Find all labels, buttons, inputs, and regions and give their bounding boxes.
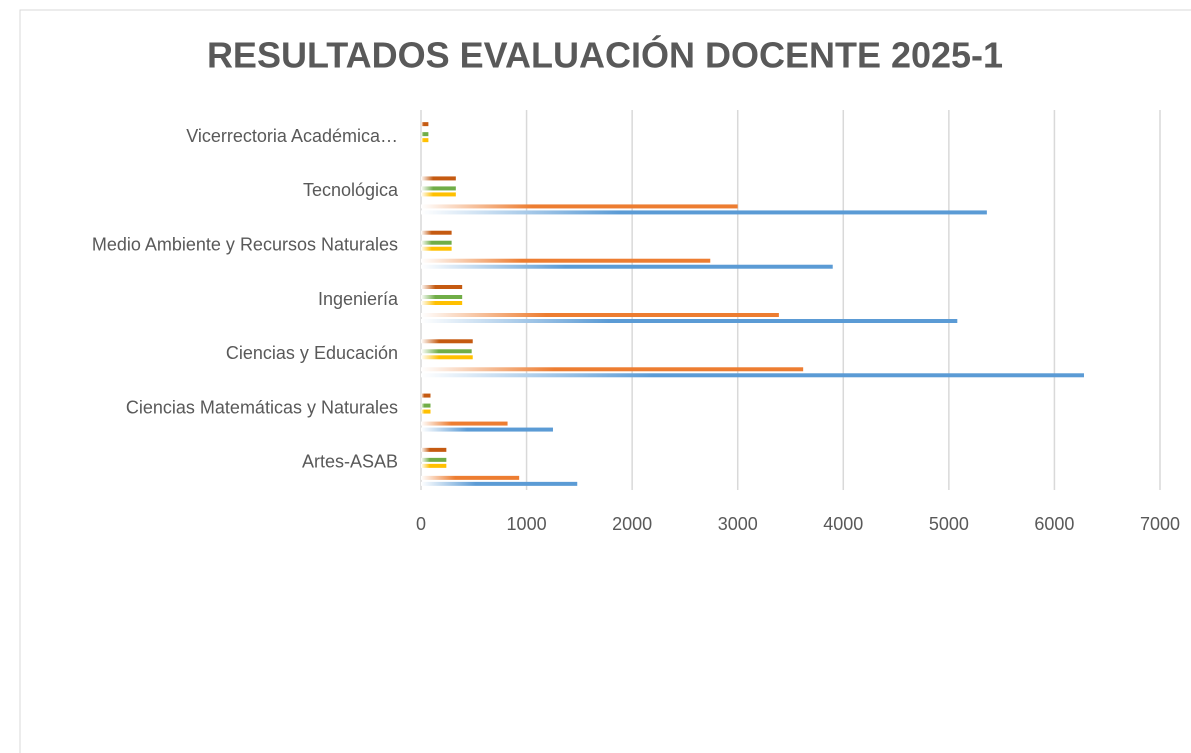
bar (421, 373, 1084, 378)
bar (421, 339, 473, 344)
bar (421, 246, 452, 251)
chart-title: RESULTADOS EVALUACIÓN DOCENTE 2025-1 (207, 34, 1003, 76)
bar (421, 409, 431, 414)
bar (421, 427, 553, 432)
x-tick-label: 7000 (1140, 514, 1180, 534)
bar (421, 447, 447, 452)
bar (421, 463, 447, 468)
y-tick-label: Vicerrectoria Académica… (186, 126, 398, 146)
bar (421, 319, 958, 323)
bar (421, 132, 429, 137)
bar (421, 421, 508, 426)
bar (421, 403, 431, 408)
bar (421, 295, 463, 299)
bar (421, 240, 452, 245)
x-tick-label: 0 (416, 514, 426, 534)
y-tick-label: Tecnológica (303, 180, 399, 200)
bar (421, 264, 833, 269)
bar (421, 393, 431, 398)
x-tick-label: 6000 (1034, 514, 1074, 534)
y-tick-label: Artes-ASAB (302, 452, 398, 472)
bar (421, 481, 578, 486)
y-tick-label: Ingeniería (318, 289, 399, 309)
bar (421, 192, 456, 197)
y-tick-label: Ciencias y Educación (226, 343, 398, 363)
bar (421, 204, 738, 209)
y-tick-label: Medio Ambiente y Recursos Naturales (92, 234, 398, 254)
bar (421, 313, 779, 317)
bar (421, 475, 520, 480)
bar (421, 349, 472, 354)
x-tick-label: 1000 (507, 514, 547, 534)
bar (421, 285, 463, 289)
bar (421, 355, 473, 360)
x-tick-label: 2000 (612, 514, 652, 534)
bar (421, 122, 429, 127)
x-tick-label: 5000 (929, 514, 969, 534)
bar (421, 230, 452, 235)
bar (421, 457, 447, 462)
bar (421, 138, 429, 143)
bar (421, 186, 456, 191)
y-tick-label: Ciencias Matemáticas y Naturales (126, 397, 398, 417)
bar (421, 210, 987, 215)
bar (421, 301, 463, 305)
x-tick-label: 3000 (718, 514, 758, 534)
bar (421, 258, 711, 263)
bar (421, 176, 456, 181)
bar (421, 367, 804, 372)
x-tick-label: 4000 (823, 514, 863, 534)
chart-border (19, 9, 1191, 753)
